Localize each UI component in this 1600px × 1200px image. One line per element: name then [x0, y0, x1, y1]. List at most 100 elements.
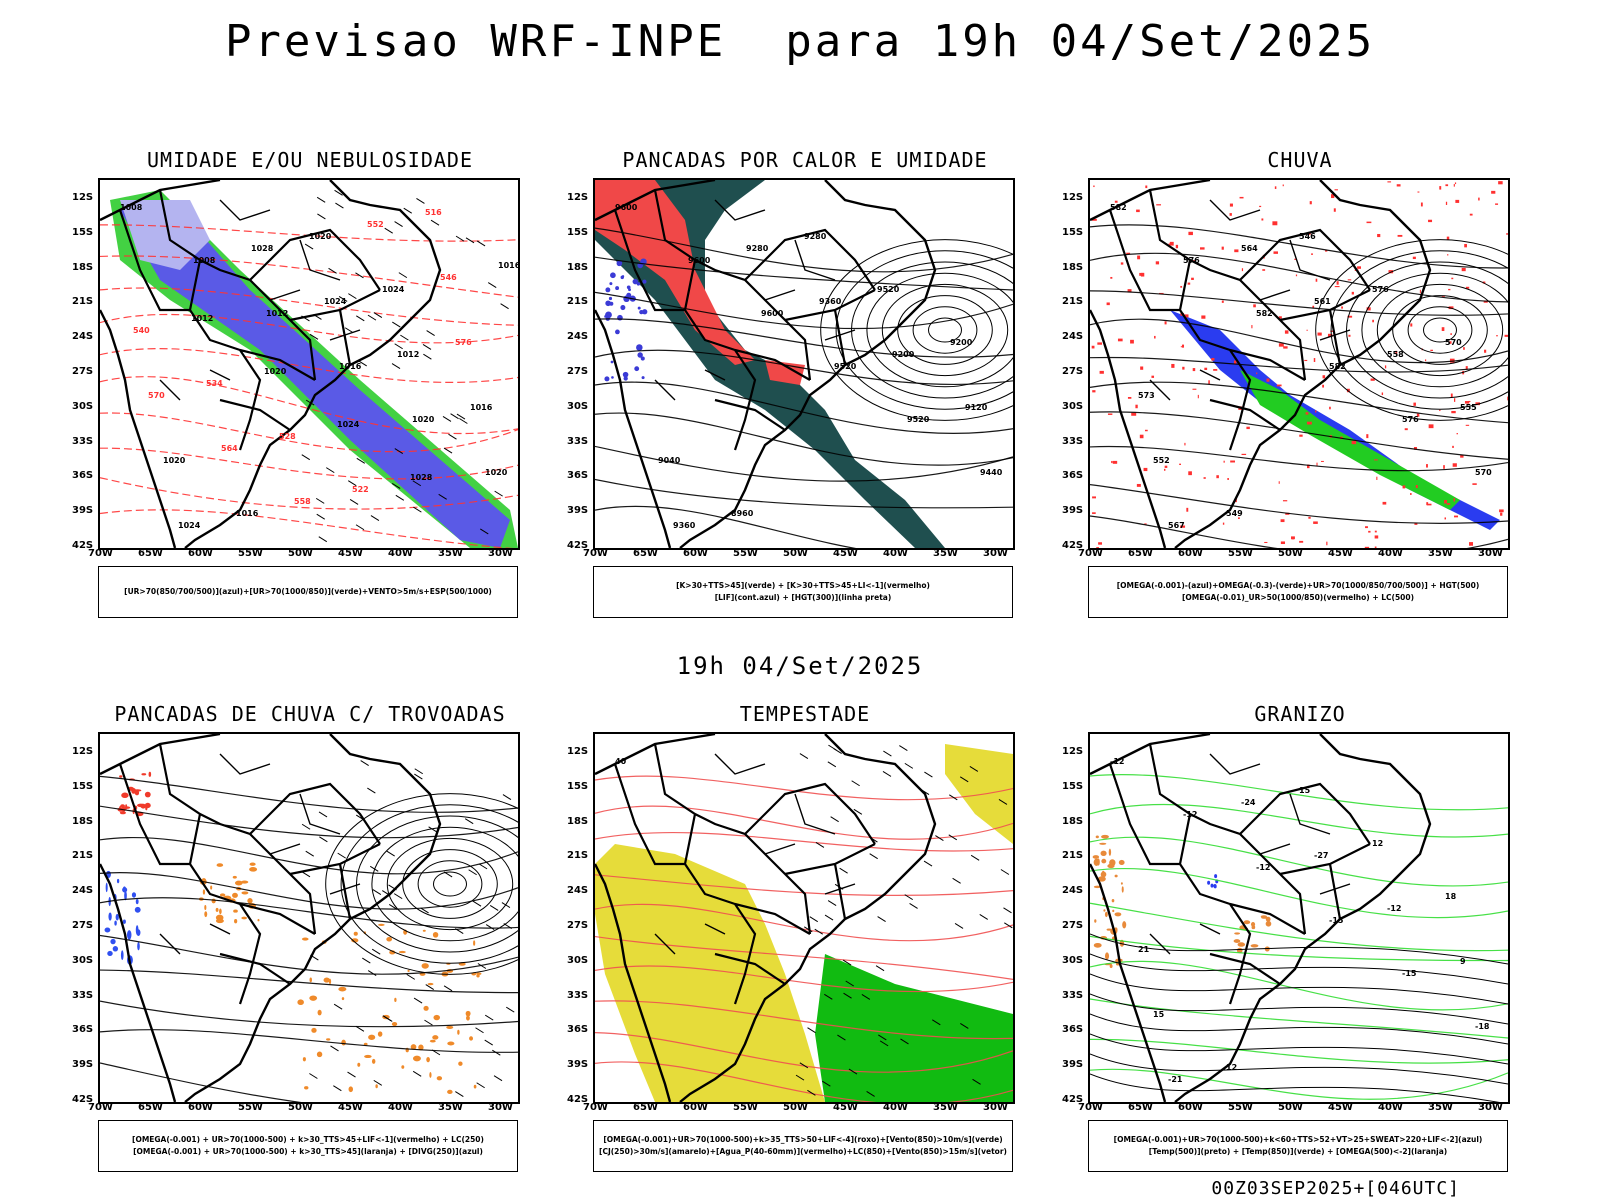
main-title: Previsao WRF-INPE para 19h 04/Set/2025: [224, 16, 1376, 67]
contour-label: 570: [1445, 338, 1462, 347]
lat-tick-label: 42S: [1062, 1094, 1084, 1105]
contour-label: 558: [1387, 350, 1404, 359]
map-pancadas-por-calor-e-umidade: 9600 9600 9600 9520 9520 9440 9360 9280 9360 9200…: [593, 178, 1015, 550]
contour-label: 534: [206, 379, 223, 388]
lon-tick-label: 45W: [1328, 1102, 1353, 1113]
run-timestamp: 00Z03SEP2025+[046UTC]: [1211, 1178, 1460, 1199]
legend-line: [OMEGA(-0.01)_UR>50(1000/850)(vermelho) …: [1181, 593, 1415, 602]
contour-label: 558: [294, 497, 311, 506]
panel-legend: [OMEGA(-0.001) + UR>70(1000-500) + k>30_…: [98, 1120, 518, 1172]
contour-label: 9600: [615, 203, 638, 212]
lat-tick-label: 18S: [567, 815, 589, 827]
contour-label: 522: [352, 485, 369, 494]
contour-label: 1012: [191, 314, 213, 323]
lon-tick-label: 65W: [138, 548, 163, 559]
contour-label: -18: [1475, 1022, 1490, 1031]
lat-tick-label: 15S: [567, 780, 589, 792]
lat-tick-label: 27S: [72, 920, 94, 931]
contour-label: 1024: [382, 285, 405, 294]
lat-tick-label: 39S: [1062, 505, 1084, 517]
lon-tick-label: 50W: [783, 1102, 808, 1113]
lon-tick-label: 45W: [338, 1102, 363, 1113]
panel-title: CHUVA: [1267, 148, 1333, 172]
lon-tick-label: 50W: [288, 548, 313, 559]
lat-tick-label: 12S: [567, 746, 589, 757]
lon-tick-label: 30W: [1478, 548, 1503, 559]
contour-label: 9520: [877, 285, 900, 294]
lat-tick-label: 42S: [567, 540, 589, 551]
contour-label: 540: [133, 326, 150, 335]
contour-label: 1020: [264, 367, 287, 376]
contour-label: 582: [1256, 309, 1273, 318]
lat-tick-label: 36S: [1062, 470, 1084, 482]
contour-label: 1028: [410, 473, 433, 482]
lat-tick-label: 42S: [72, 1094, 94, 1105]
lon-tick-label: 45W: [833, 1102, 858, 1113]
lon-tick-label: 40W: [883, 548, 908, 559]
lat-tick-label: 15S: [567, 226, 589, 238]
lon-tick-label: 65W: [633, 548, 658, 559]
contour-label: 40: [615, 757, 627, 766]
lat-tick-label: 24S: [1062, 885, 1084, 897]
lon-tick-label: 60W: [683, 1102, 708, 1113]
contour-label: 528: [279, 432, 296, 441]
lon-tick-label: 30W: [488, 548, 513, 559]
lon-tick-label: 70W: [1078, 1102, 1103, 1113]
panel-legend: [OMEGA(-0.001)+UR>70(1000-500)+k<60+TTS>…: [1088, 1120, 1508, 1172]
lon-tick-label: 50W: [288, 1102, 313, 1113]
panel-title: PANCADAS POR CALOR E UMIDADE: [622, 148, 988, 172]
contour-label: 9520: [907, 415, 930, 424]
lat-tick-label: 30S: [72, 400, 94, 412]
legend-line: [UR>70(850/700/500)](azul)+[UR>70(1000/8…: [124, 587, 492, 596]
lat-tick-label: 33S: [72, 435, 94, 447]
lat-tick-label: 33S: [567, 989, 589, 1001]
lon-tick-label: 55W: [238, 548, 263, 559]
lon-tick-label: 65W: [1128, 548, 1153, 559]
legend-line: [OMEGA(-0.001)-(azul)+OMEGA(-0.3)-(verde…: [1116, 581, 1480, 590]
panel-legend: [K>30+TTS>45](verde) + [K>30+TTS>45+LI<-…: [593, 566, 1013, 618]
contour-label: 576: [1372, 285, 1389, 294]
lon-tick-label: 60W: [188, 548, 213, 559]
lat-tick-label: 39S: [1062, 1059, 1084, 1071]
lat-tick-label: 27S: [1062, 366, 1084, 377]
contour-label: 1008: [120, 203, 143, 212]
contour-label: -12: [1183, 810, 1197, 819]
contour-label: 8960: [731, 509, 754, 518]
lat-tick-label: 15S: [1062, 780, 1084, 792]
lat-tick-label: 21S: [1062, 850, 1084, 862]
contour-label: 12: [1226, 1063, 1237, 1072]
lat-tick-label: 42S: [1062, 540, 1084, 551]
lat-tick-label: 12S: [72, 746, 94, 757]
contour-label: 9120: [965, 403, 988, 412]
lon-tick-label: 40W: [883, 1102, 908, 1113]
lat-tick-label: 21S: [1062, 296, 1084, 308]
contour-label: 549: [1226, 509, 1243, 518]
lat-tick-label: 21S: [567, 296, 589, 308]
lat-tick-label: 21S: [72, 296, 94, 308]
legend-line: [CJ(250)>30m/s](amarelo)+[Agua_P(40-60mm…: [599, 1147, 1007, 1156]
lat-tick-label: 33S: [72, 989, 94, 1001]
lat-tick-label: 15S: [72, 780, 94, 792]
contour-label: 9360: [819, 297, 842, 306]
lat-tick-label: 18S: [72, 261, 94, 273]
lon-tick-label: 60W: [1178, 548, 1203, 559]
contour-label: 546: [1299, 232, 1316, 241]
legend-line: [K>30+TTS>45](verde) + [K>30+TTS>45+LI<-…: [676, 581, 930, 590]
lon-tick-label: 65W: [138, 1102, 163, 1113]
lat-tick-label: 24S: [1062, 331, 1084, 343]
lon-tick-label: 35W: [438, 548, 463, 559]
map-chuva: 582 576 582 582 576 570 567 564 561 558 555 552 549 5…: [1088, 178, 1510, 550]
contour-label: -15: [1329, 916, 1344, 925]
lon-tick-label: 55W: [733, 548, 758, 559]
contour-label: 1024: [178, 521, 201, 530]
contour-label: -27: [1314, 851, 1328, 860]
lon-tick-label: 55W: [733, 1102, 758, 1113]
lon-tick-label: 50W: [783, 548, 808, 559]
legend-line: [OMEGA(-0.001)+UR>70(1000-500)+k<60+TTS>…: [1113, 1135, 1483, 1144]
legend-line: [LIF](cont.azul) + [HGT(300)](linha pret…: [714, 593, 892, 602]
contour-label: 552: [367, 220, 384, 229]
contour-label: 516: [425, 208, 442, 217]
map-granizo: -12 -12 -12 -15 -15 -18 -21 -24 -27 -12 9 15 12 15 12 1…: [1088, 732, 1510, 1104]
legend-line: [OMEGA(-0.001) + UR>70(1000-500) + k>30_…: [133, 1147, 483, 1156]
map-canvas: 1008 1008 1012 1016 1020 1020 1024 1028 1024 1012…: [100, 180, 518, 548]
